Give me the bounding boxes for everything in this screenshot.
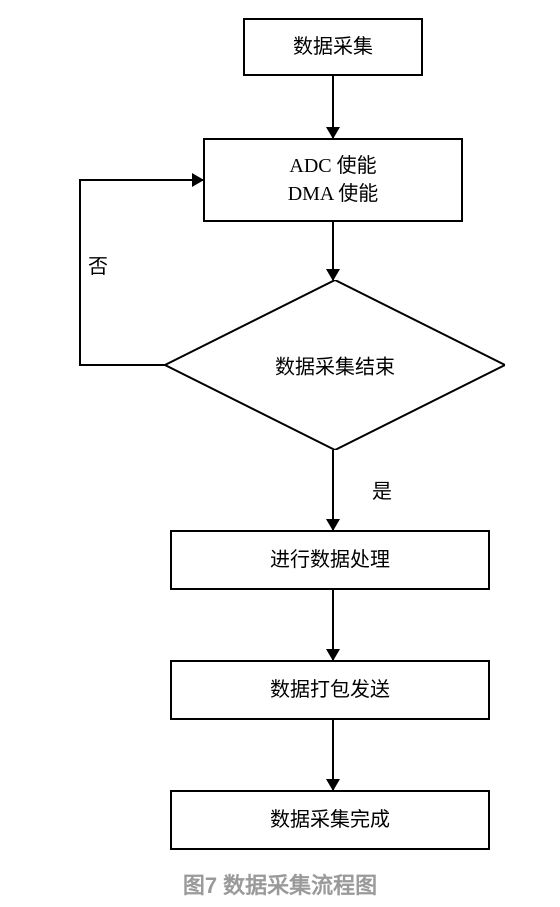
node-line1: ADC 使能 xyxy=(289,152,376,180)
node-label: 进行数据处理 xyxy=(270,546,390,574)
figure-caption: 图7 数据采集流程图 xyxy=(0,868,560,900)
node-label: 数据采集结束 xyxy=(275,357,395,379)
node-process-data: 进行数据处理 xyxy=(170,530,490,590)
node-label: 数据采集 xyxy=(293,33,373,61)
node-acquire-complete: 数据采集完成 xyxy=(170,790,490,850)
edge-label-yes: 是 xyxy=(372,475,392,504)
node-decision-acquire-done: 数据采集结束 xyxy=(165,280,505,450)
node-pack-send: 数据打包发送 xyxy=(170,660,490,720)
flowchart-canvas: 数据采集 ADC 使能 DMA 使能 数据采集结束 进行数据处理 数据打包发送 … xyxy=(0,0,560,907)
node-data-acquire: 数据采集 xyxy=(243,18,423,76)
node-line2: DMA 使能 xyxy=(288,180,379,208)
node-label: 数据打包发送 xyxy=(270,676,390,704)
node-adc-dma-enable: ADC 使能 DMA 使能 xyxy=(203,138,463,222)
edges-layer xyxy=(0,0,560,907)
edge-label-no: 否 xyxy=(88,250,108,279)
node-label: 数据采集完成 xyxy=(270,806,390,834)
